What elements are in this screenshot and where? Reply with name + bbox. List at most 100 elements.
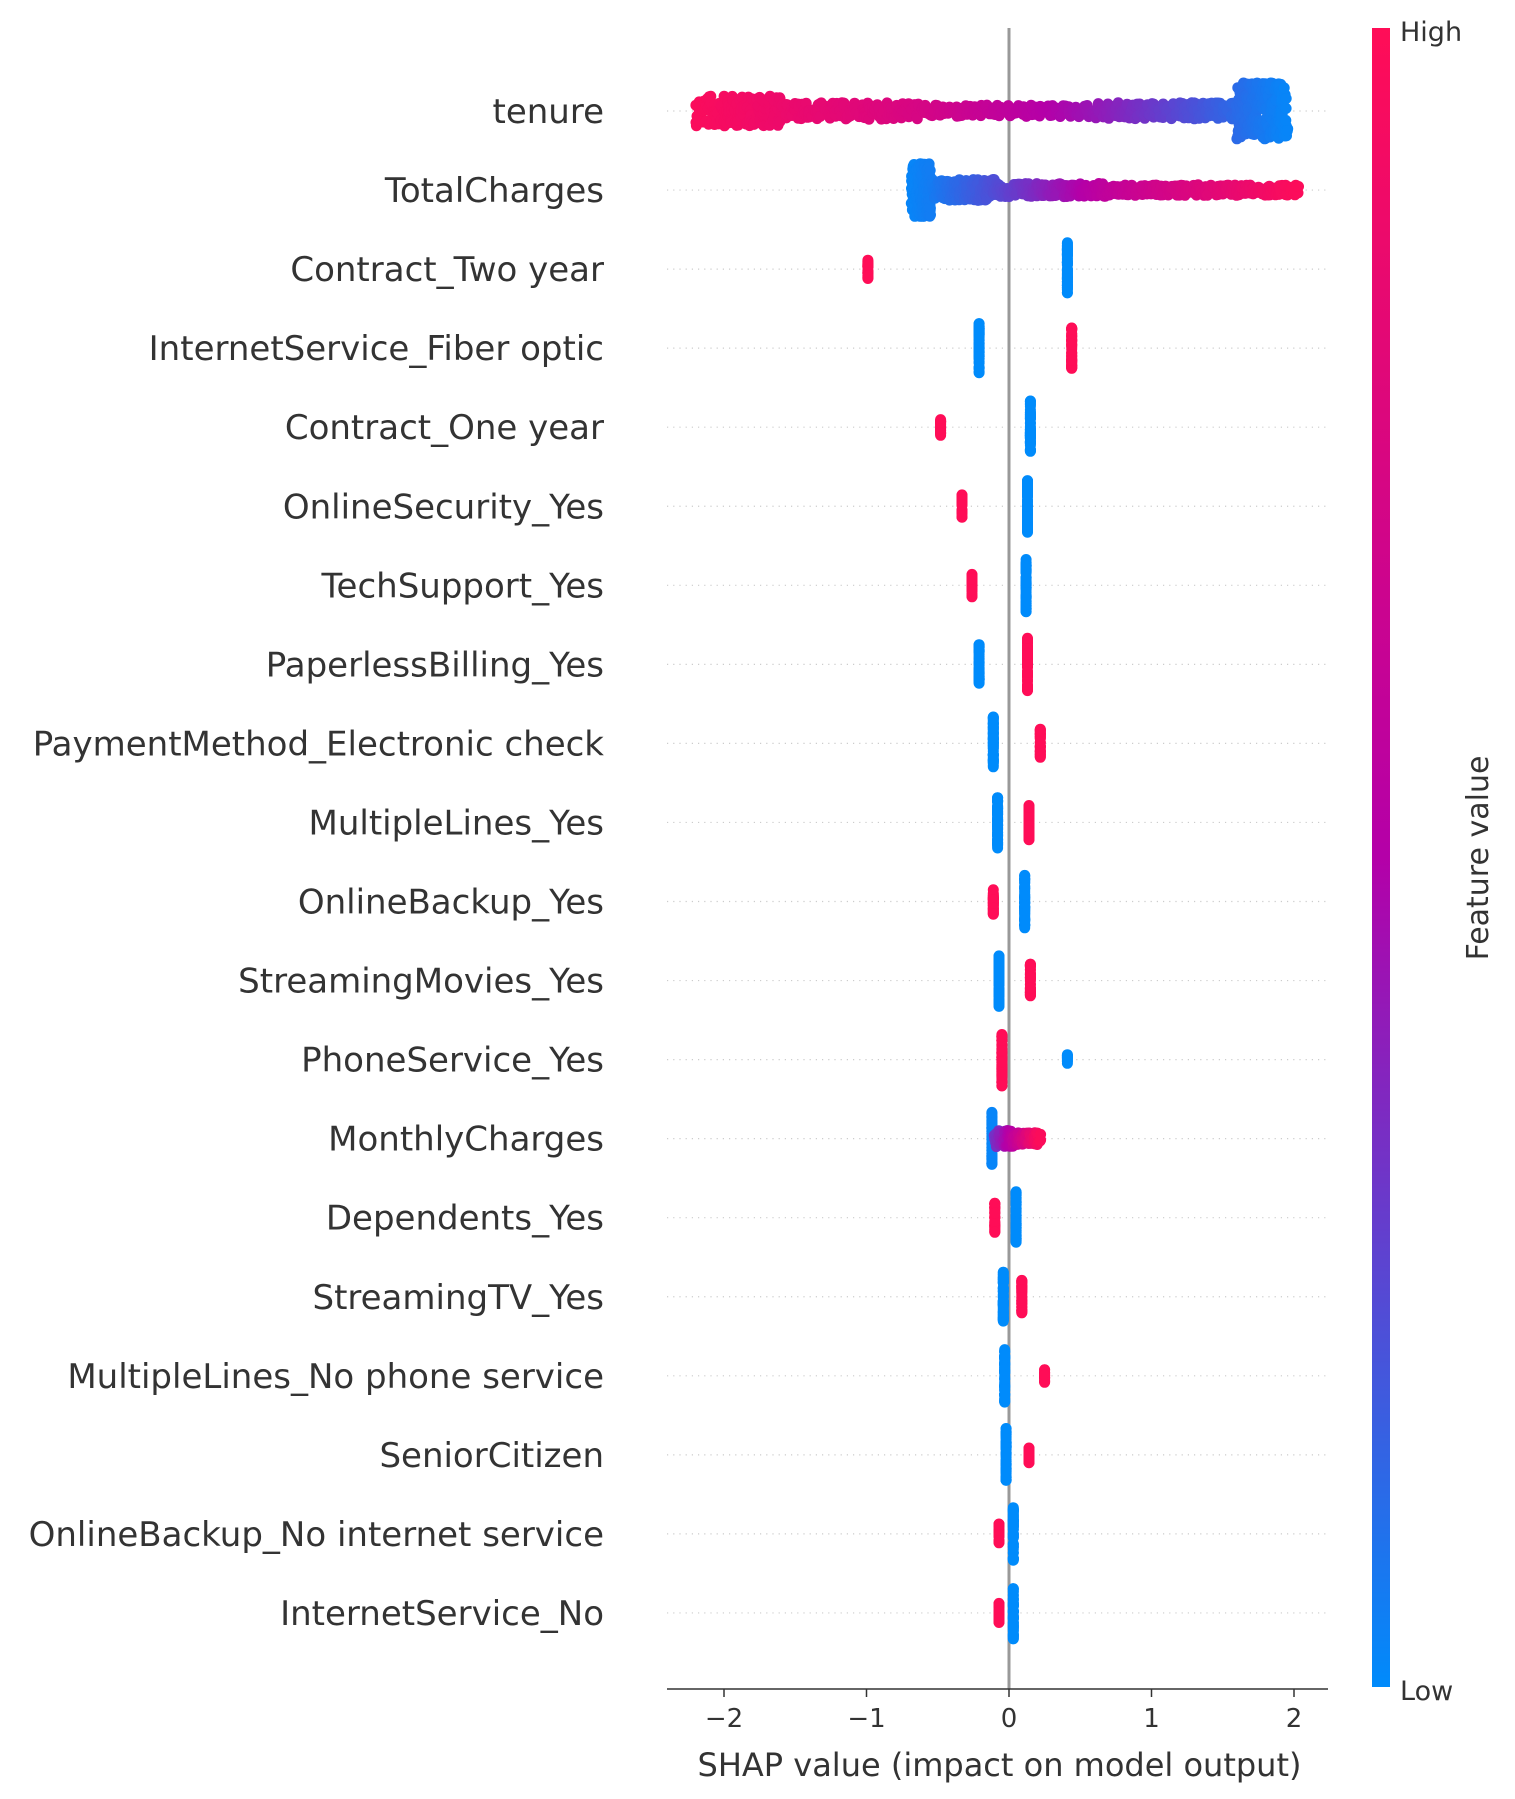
data-point (1000, 1447, 1012, 1459)
feature-label: MultipleLines_No phone service (67, 1357, 604, 1397)
feature-points (935, 395, 1036, 457)
data-point (966, 573, 978, 585)
data-point (987, 718, 999, 730)
data-point (1016, 1292, 1028, 1304)
feature-label: PaymentMethod_Electronic check (33, 724, 605, 764)
data-point (1022, 476, 1033, 488)
data-point (1007, 1518, 1019, 1530)
feature-label: StreamingTV_Yes (312, 1278, 604, 1318)
feature-points (993, 1502, 1019, 1566)
feature-points (1000, 1423, 1035, 1486)
data-point (1010, 1197, 1022, 1209)
feature-points (993, 1583, 1019, 1645)
data-point (999, 1364, 1011, 1376)
feature-label: MultipleLines_Yes (308, 803, 604, 843)
data-point (973, 326, 985, 338)
data-point (935, 427, 947, 439)
feature-points (996, 1029, 1073, 1092)
row-guide-lines (667, 110, 1328, 1614)
data-point (993, 953, 1005, 965)
data-point (993, 1612, 1005, 1624)
data-point (1007, 1619, 1019, 1631)
data-point (1007, 1592, 1019, 1604)
data-point (1280, 114, 1292, 126)
feature-points (987, 711, 1046, 773)
feature-points (862, 237, 1073, 299)
feature-points (966, 554, 1032, 618)
data-point (1061, 1050, 1073, 1062)
data-point (987, 759, 999, 771)
feature-points (992, 792, 1035, 854)
data-point (1019, 915, 1031, 927)
feature-label: Contract_Two year (290, 250, 604, 290)
data-point (1019, 889, 1031, 901)
data-point (1016, 1307, 1028, 1319)
feature-points (690, 77, 1294, 145)
x-tick-label: 0 (1001, 1704, 1018, 1734)
colorbar-high-label: High (1400, 17, 1462, 48)
data-point (1023, 801, 1035, 813)
data-point (1007, 1629, 1019, 1640)
data-point (989, 1226, 1001, 1238)
feature-points (986, 1106, 1047, 1170)
data-point (992, 808, 1004, 820)
data-point (1024, 395, 1036, 407)
data-point (973, 334, 985, 346)
feature-points (905, 158, 1304, 222)
data-point (993, 965, 1005, 977)
data-point (996, 1031, 1008, 1043)
data-point (1024, 408, 1036, 420)
data-point (1019, 873, 1031, 885)
feature-label: OnlineSecurity_Yes (283, 487, 604, 527)
data-point (1024, 431, 1036, 443)
data-point (973, 677, 985, 689)
data-point (1022, 496, 1033, 508)
data-point (973, 351, 985, 363)
data-point (1016, 1284, 1028, 1296)
data-point (999, 1350, 1011, 1362)
data-point (989, 1197, 1001, 1209)
data-point (1019, 881, 1031, 893)
x-tick-label: 2 (1286, 1704, 1303, 1734)
data-point (1007, 1601, 1019, 1612)
feature-labels: tenure TotalCharges Contract_Two year Inter… (29, 92, 605, 1634)
x-tick-label: 1 (1143, 1704, 1160, 1734)
x-axis-ticks: −2 −1 0 1 2 (705, 1689, 1302, 1734)
data-point (1024, 960, 1036, 972)
data-point (993, 996, 1005, 1008)
data-point (986, 1106, 998, 1118)
data-point (997, 1283, 1009, 1295)
feature-label: OnlineBackup_Yes (298, 883, 604, 923)
feature-label: TechSupport_Yes (321, 566, 604, 606)
data-point (1022, 658, 1033, 670)
data-point (992, 840, 1004, 852)
data-point (1007, 1509, 1019, 1521)
data-point (992, 829, 1004, 840)
data-point (999, 1385, 1011, 1397)
data-point (1020, 567, 1032, 579)
x-tick-label: −1 (847, 1704, 885, 1734)
data-point (1007, 1527, 1019, 1539)
data-point (997, 1302, 1009, 1314)
feature-points (999, 1344, 1051, 1408)
data-point (993, 988, 1005, 1000)
feature-points (987, 869, 1031, 934)
data-point (1022, 666, 1033, 678)
feature-label: MonthlyCharges (328, 1120, 604, 1160)
feature-label: Contract_One year (285, 408, 604, 448)
data-point (1061, 243, 1073, 255)
data-point (993, 1518, 1005, 1530)
data-point (973, 645, 985, 657)
feature-label: InternetService_Fiber optic (149, 329, 604, 369)
feature-points (973, 318, 1078, 379)
data-point (973, 318, 985, 330)
data-point (997, 1273, 1009, 1285)
data-point (1034, 1135, 1046, 1147)
data-point (996, 1044, 1008, 1056)
data-point (1024, 439, 1036, 451)
feature-points (973, 632, 1033, 697)
data-point (1007, 1583, 1019, 1595)
feature-points (993, 950, 1036, 1012)
data-point (987, 894, 999, 906)
